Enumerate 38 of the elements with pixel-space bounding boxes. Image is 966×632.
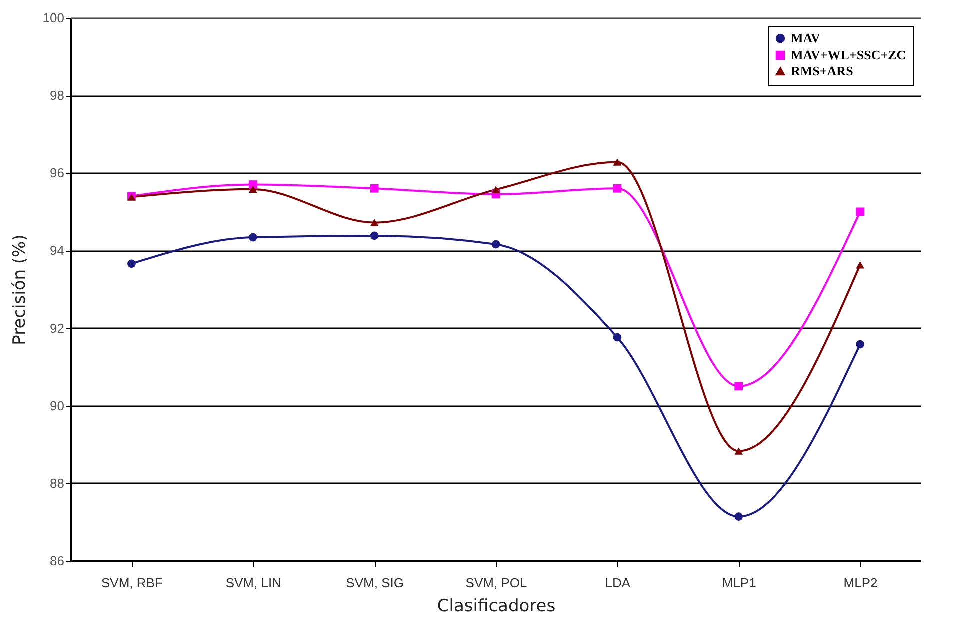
legend-label: RMS+ARS xyxy=(791,64,854,78)
point xyxy=(248,233,258,242)
point xyxy=(492,240,500,249)
point xyxy=(248,186,258,194)
point xyxy=(613,184,622,193)
point xyxy=(856,261,864,269)
y-tick-label: 86 xyxy=(50,554,64,568)
y-tick-label: 100 xyxy=(42,10,64,26)
x-tick-label: MLP2 xyxy=(844,576,878,590)
point xyxy=(856,208,864,216)
y-tick-label: 98 xyxy=(50,88,64,104)
y-axis-title: Precisión (%) xyxy=(10,234,30,346)
point xyxy=(613,333,622,342)
point xyxy=(370,184,379,193)
x-tick-label: MLP1 xyxy=(722,576,756,590)
point xyxy=(370,219,379,226)
point xyxy=(370,232,379,240)
legend-label: MAV+WL+SSC+ZC xyxy=(791,48,906,62)
y-tick-label: 92 xyxy=(50,320,64,336)
x-tick-label: SVM, RBF xyxy=(102,576,163,590)
x-tick-label: SVM, SIG xyxy=(346,576,404,590)
point xyxy=(128,260,136,268)
x-tick-label: LDA xyxy=(605,576,631,590)
point xyxy=(856,340,864,349)
x-axis-title: Clasificadores xyxy=(437,596,556,616)
y-tick-label: 96 xyxy=(50,166,64,181)
y-tick-label: 94 xyxy=(50,243,64,258)
point xyxy=(734,512,744,521)
legend-label: MAV xyxy=(791,30,821,46)
point xyxy=(248,180,258,189)
x-tick-label: SVM, POL xyxy=(466,576,528,590)
point xyxy=(734,448,744,455)
point xyxy=(734,382,744,391)
point xyxy=(613,158,622,166)
y-tick-label: 90 xyxy=(50,398,64,414)
x-tick-label: SVM, LIN xyxy=(226,576,282,590)
y-tick-label: 88 xyxy=(50,476,64,491)
point xyxy=(492,186,500,194)
